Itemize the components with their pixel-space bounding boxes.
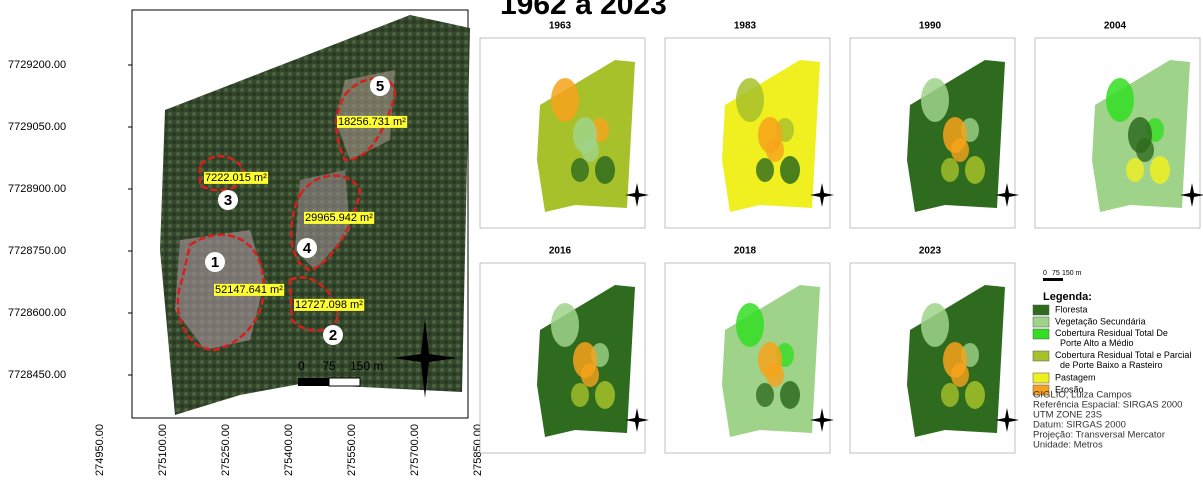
y-tick-label: 7729200.00 (8, 59, 66, 71)
class-patch (1136, 138, 1154, 162)
class-patch (921, 303, 949, 347)
area-number: 1 (211, 254, 219, 271)
class-patch (736, 303, 764, 347)
legend-swatch (1033, 373, 1049, 383)
legend-swatch (1033, 305, 1049, 315)
figure-title: 1962 a 2023 (500, 0, 667, 21)
legend-label: Floresta (1055, 304, 1088, 314)
scale-label: 150 m (1062, 270, 1082, 277)
area-label: 29965.942 m² (305, 212, 373, 224)
panel-title: 1983 (734, 21, 757, 32)
scale-bar (329, 378, 360, 386)
panel-title: 1990 (919, 21, 942, 32)
class-patch (965, 156, 985, 184)
y-tick-label: 7728450.00 (8, 369, 66, 381)
class-patch (951, 138, 969, 162)
panel-title: 2018 (734, 246, 757, 257)
class-patch (581, 138, 599, 162)
figure: 7729200.00 7729050.00 7728900.00 7728750.00… (0, 0, 1203, 479)
legend-label-line: Cobertura Residual Total e Parcial (1055, 350, 1191, 360)
legend-label: Pastagem (1055, 372, 1096, 382)
y-tick-label: 7728900.00 (8, 183, 66, 195)
legend-label: Vegetação Secundária (1055, 316, 1146, 326)
class-patch (965, 381, 985, 409)
y-tick-label: 7728600.00 (8, 307, 66, 319)
area-label: 18256.731 m² (338, 116, 406, 128)
scale-label: 75 (1052, 270, 1060, 277)
legend-title: Legenda: (1043, 291, 1092, 303)
area-number: 3 (224, 192, 232, 209)
x-tick-label: 274950.00 (94, 424, 106, 476)
panel-title: 1963 (549, 21, 572, 32)
class-patch (571, 383, 589, 407)
class-patch (766, 363, 784, 387)
x-tick-label: 275550.00 (346, 424, 358, 476)
class-patch (941, 383, 959, 407)
x-tick-label: 275400.00 (283, 424, 295, 476)
class-patch (571, 158, 589, 182)
scale-bar (298, 378, 329, 386)
area-number: 4 (303, 240, 312, 257)
area-number: 2 (329, 327, 337, 344)
x-tick-label: 275700.00 (409, 424, 421, 476)
area-label: 12727.098 m² (295, 299, 363, 311)
legend-label-line: Porte Alto a Médio (1060, 338, 1134, 348)
class-patch (1126, 158, 1144, 182)
class-patch (551, 303, 579, 347)
class-patch (1150, 156, 1170, 184)
class-patch (581, 363, 599, 387)
legend-label: Cobertura Residual Total DePorte Alto a … (1055, 328, 1168, 348)
credit-line: Unidade: Metros (1033, 440, 1103, 451)
class-patch (595, 156, 615, 184)
class-patch (736, 78, 764, 122)
panels: 1963 1983 1990 2004 2016 2018 2023 (480, 21, 1203, 453)
panel-title: 2004 (1104, 21, 1127, 32)
scale-bar (1043, 278, 1063, 281)
class-patch (756, 158, 774, 182)
legend-label-line: Cobertura Residual Total De (1055, 328, 1168, 338)
class-patch (941, 158, 959, 182)
scale-label: 150 m (350, 359, 383, 373)
scale-label: 75 (322, 359, 336, 373)
class-patch (595, 381, 615, 409)
legend-swatch (1033, 329, 1049, 339)
class-patch (780, 381, 800, 409)
class-patch (551, 78, 579, 122)
y-tick-label: 7728750.00 (8, 245, 66, 257)
panel-title: 2023 (919, 246, 942, 257)
panel-title: 2016 (549, 246, 572, 257)
class-patch (1106, 78, 1134, 122)
class-patch (766, 138, 784, 162)
y-tick-label: 7729050.00 (8, 121, 66, 133)
scale-label: 0 (298, 359, 305, 373)
legend-swatch (1033, 351, 1049, 361)
class-patch (921, 78, 949, 122)
class-patch (756, 383, 774, 407)
class-patch (951, 363, 969, 387)
legend-swatch (1033, 317, 1049, 327)
x-tick-label: 275250.00 (220, 424, 232, 476)
area-label: 7222.015 m² (205, 172, 267, 184)
area-number: 5 (376, 78, 384, 95)
legend-label-line: de Porte Baixo a Rasteiro (1060, 360, 1163, 370)
scale-label: 0 (1043, 270, 1047, 277)
x-tick-label: 275100.00 (157, 424, 169, 476)
class-patch (780, 156, 800, 184)
area-label: 52147.641 m² (215, 284, 283, 296)
